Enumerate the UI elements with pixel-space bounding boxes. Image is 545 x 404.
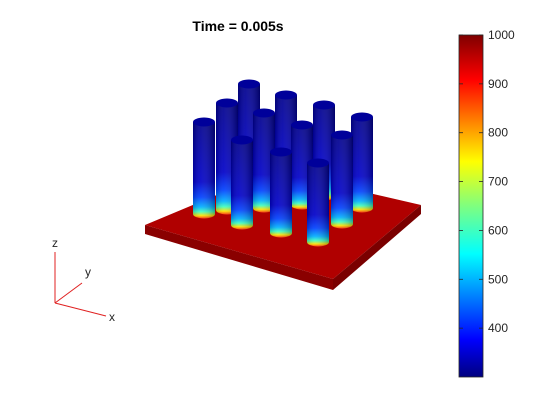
pillar bbox=[331, 130, 353, 229]
pillar bbox=[307, 158, 329, 247]
pillar bbox=[253, 108, 275, 213]
plate-front-left bbox=[145, 225, 333, 290]
pillar-top-cap bbox=[351, 112, 373, 122]
pillar bbox=[193, 117, 215, 219]
colorbar-tick-label: 400 bbox=[488, 321, 508, 335]
pillar-top-cap bbox=[253, 108, 275, 118]
pillar-shading bbox=[270, 152, 292, 238]
pillar-top-cap bbox=[307, 158, 329, 168]
pillar-shading bbox=[253, 113, 275, 213]
x-axis-label: x bbox=[109, 310, 115, 324]
pillar-top-cap bbox=[275, 90, 297, 100]
pillar-group bbox=[193, 79, 373, 247]
pillar-top-cap bbox=[331, 130, 353, 140]
colorbar-tick-label: 700 bbox=[488, 175, 508, 189]
axes-triad: z y x bbox=[52, 236, 115, 324]
colorbar-tick-label: 900 bbox=[488, 77, 508, 91]
colorbar-tick-label: 1000 bbox=[488, 28, 515, 42]
y-axis-line bbox=[54, 282, 83, 304]
pillar-top-cap bbox=[193, 117, 215, 127]
pillar bbox=[231, 135, 253, 230]
pillar-top-cap bbox=[216, 98, 238, 108]
plot-title: Time = 0.005s bbox=[192, 18, 283, 34]
pillar-top-cap bbox=[270, 147, 292, 157]
y-axis-label: y bbox=[85, 265, 91, 279]
colorbar-tick-label: 500 bbox=[488, 272, 508, 286]
pillar-shading bbox=[231, 140, 253, 230]
colorbar-gradient bbox=[458, 34, 484, 378]
pillar-top-cap bbox=[238, 79, 260, 89]
pillar-shading bbox=[331, 135, 353, 229]
colorbar-tick-label: 800 bbox=[488, 126, 508, 140]
colorbar-tick-label: 600 bbox=[488, 223, 508, 237]
z-axis-label: z bbox=[52, 236, 58, 250]
pillar-top-cap bbox=[231, 135, 253, 145]
pillar bbox=[270, 147, 292, 238]
colorbar: 400 500 600 700 800 900 1000 bbox=[458, 28, 515, 378]
x-axis-line bbox=[54, 302, 107, 317]
pillar-shading bbox=[193, 122, 215, 219]
colorbar-ticks: 400 500 600 700 800 900 1000 bbox=[459, 28, 515, 335]
pillar bbox=[351, 112, 373, 213]
pillar-top-cap bbox=[313, 100, 335, 110]
plate-front-right bbox=[333, 205, 421, 290]
pillar-shading bbox=[351, 117, 373, 213]
pillar-top-cap bbox=[291, 120, 313, 130]
pillar-shading bbox=[307, 163, 329, 247]
